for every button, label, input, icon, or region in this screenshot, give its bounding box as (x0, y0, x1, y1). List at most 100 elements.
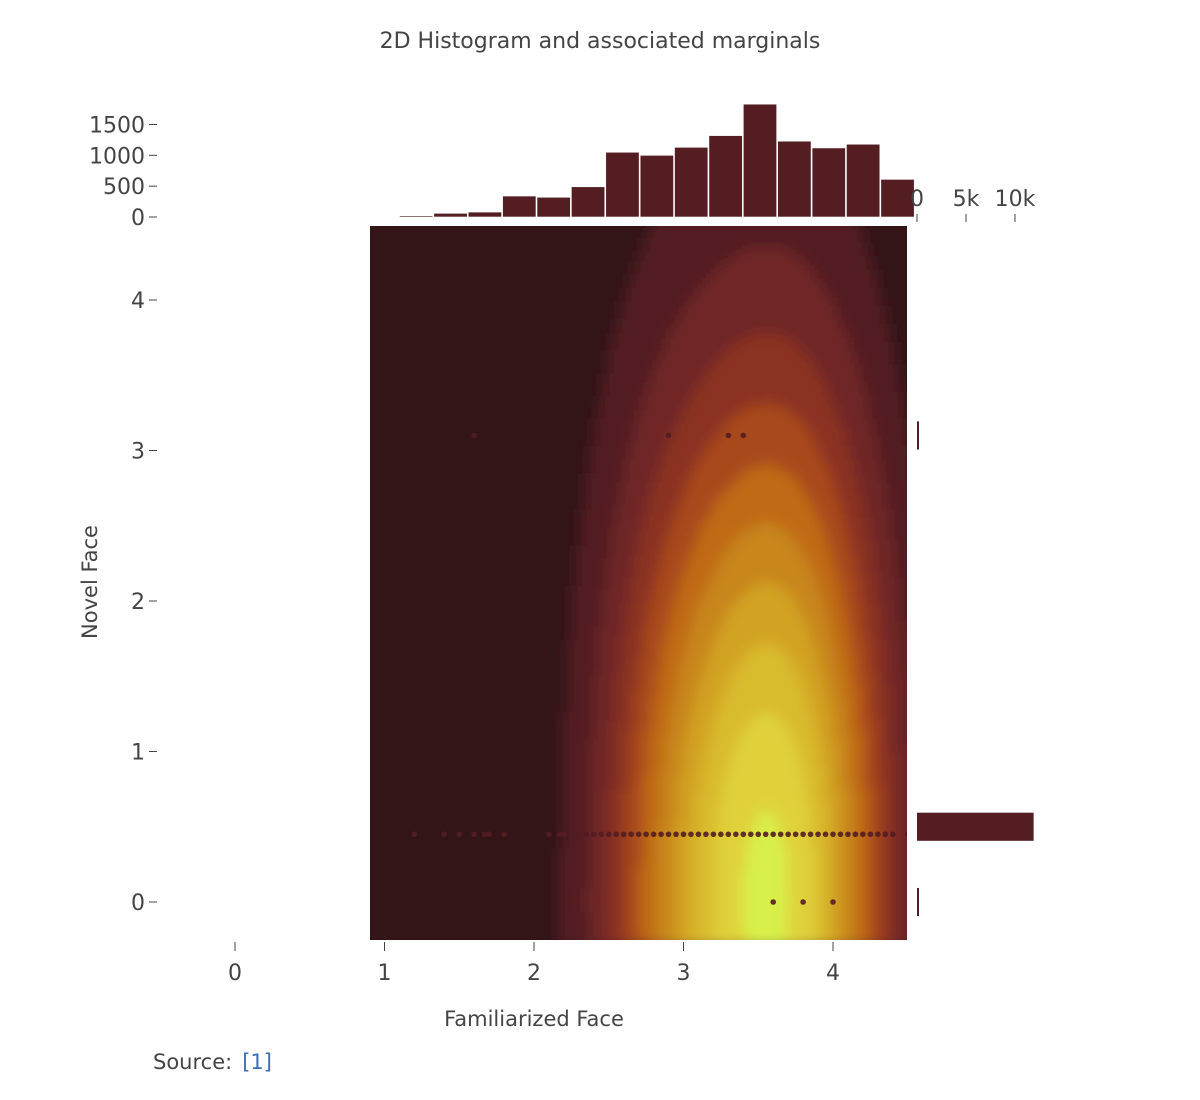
scatter-point-32 (733, 831, 739, 838)
top-hist-bar-2 (467, 211, 502, 218)
scatter-point-25 (680, 831, 687, 838)
contour-cell (602, 590, 608, 940)
contour-cell (858, 730, 864, 940)
scatter-point-22 (658, 831, 664, 838)
scatter-point-20 (643, 831, 649, 838)
contour-cell (853, 685, 860, 940)
top-hist-tick-label-3: 1500 (89, 114, 145, 139)
contour-cell (723, 780, 729, 940)
contour-cell (844, 734, 851, 940)
top-hist-bar-9 (708, 135, 743, 218)
scatter-point-26 (688, 831, 694, 838)
contour-cell (607, 558, 613, 940)
x-tick-label-3: 3 (677, 961, 691, 986)
scatter-point-33 (740, 831, 747, 838)
contour-cell (638, 865, 644, 935)
contour-cell (701, 766, 707, 940)
contour-level-10 (741, 811, 792, 940)
contour-cell (908, 744, 913, 948)
contour-cell (566, 640, 572, 940)
contour-cell (782, 847, 788, 940)
scatter-point-9 (561, 831, 567, 838)
scatter-point-44 (822, 831, 829, 838)
top-hist-bar-14 (880, 179, 915, 218)
scatter-point-46 (837, 831, 844, 838)
x-axis: 0 1 2 3 4 (228, 942, 840, 986)
scatter-point-56 (665, 432, 672, 439)
right-histogram: 0 5k 10k (910, 187, 1036, 917)
scatter-point-53 (890, 831, 896, 838)
right-hist-bar-1 (917, 812, 1034, 841)
contour-cell (898, 622, 904, 940)
scatter-point-23 (665, 831, 672, 838)
scatter-point-39 (785, 831, 791, 838)
y-tick-label-1: 1 (131, 741, 145, 766)
scatter-point-37 (770, 831, 776, 838)
contour-cell (862, 635, 868, 940)
scatter-point-3 (471, 831, 478, 838)
contour-cell (795, 757, 801, 940)
scatter-point-34 (747, 831, 754, 838)
contour-cell (786, 897, 792, 903)
contour-cell (616, 671, 622, 940)
contour-cell (598, 626, 604, 940)
source-label: Source: (153, 1050, 233, 1074)
contour-cell (589, 445, 595, 940)
right-hist-tick-label-1: 5k (953, 187, 980, 212)
contour-cell (670, 707, 676, 940)
scatter-point-16 (613, 831, 620, 838)
contour-cell (827, 712, 833, 940)
top-histogram: 0 500 1000 1500 (89, 103, 915, 231)
contour-cell (714, 829, 720, 940)
contour-cell (696, 793, 703, 940)
contour-cell (737, 739, 743, 940)
y-axis: 0 1 2 3 4 (131, 289, 157, 916)
contour-cell (584, 888, 590, 912)
top-hist-tick-label-2: 1000 (89, 144, 145, 169)
scatter-point-13 (591, 831, 597, 838)
contour-cell (809, 847, 815, 940)
top-hist-bar-10 (742, 103, 777, 218)
chart-svg: 2D Histogram and associated marginals 0 5… (78, 29, 1036, 1031)
scatter-point-51 (875, 831, 881, 838)
contour-cell (674, 685, 680, 940)
contour-cell (593, 676, 599, 940)
scatter-point-4 (481, 831, 488, 838)
contour-cell (894, 576, 900, 940)
scatter-point-50 (867, 831, 874, 838)
scatter-points (411, 432, 907, 905)
contour-cell (871, 716, 877, 940)
contour-cell (755, 820, 761, 940)
contour-cell (809, 716, 815, 940)
contour-cell (656, 671, 662, 940)
y-tick-label-2: 2 (131, 590, 145, 615)
contour-cell (840, 698, 846, 940)
contour-cell (638, 658, 644, 940)
scatter-point-6 (501, 831, 507, 838)
contour-cell (589, 739, 595, 940)
contour-cell (665, 734, 671, 940)
contour-cell (885, 685, 891, 940)
scatter-point-57 (725, 432, 732, 439)
scatter-point-45 (830, 831, 836, 838)
contour-cell (656, 825, 662, 940)
source-link[interactable]: [1] (242, 1050, 272, 1074)
scatter-point-19 (635, 831, 642, 838)
scatter-point-21 (650, 831, 657, 838)
scatter-point-7 (546, 831, 552, 838)
contour-cell (562, 712, 568, 940)
y-tick-label-4: 4 (131, 289, 145, 314)
contour-cell (889, 753, 895, 940)
top-hist-tick-label-0: 0 (131, 206, 145, 231)
contour-cell (862, 789, 868, 940)
x-tick-label-2: 2 (527, 961, 541, 986)
contour-cell (714, 712, 720, 940)
contour-cell (804, 802, 810, 940)
contour-cell (557, 847, 564, 940)
contour-cell (818, 766, 824, 940)
contour-cell (786, 734, 792, 940)
scatter-point-43 (815, 831, 821, 838)
top-hist-tick-label-1: 500 (103, 175, 145, 200)
contour-cell (912, 482, 917, 948)
